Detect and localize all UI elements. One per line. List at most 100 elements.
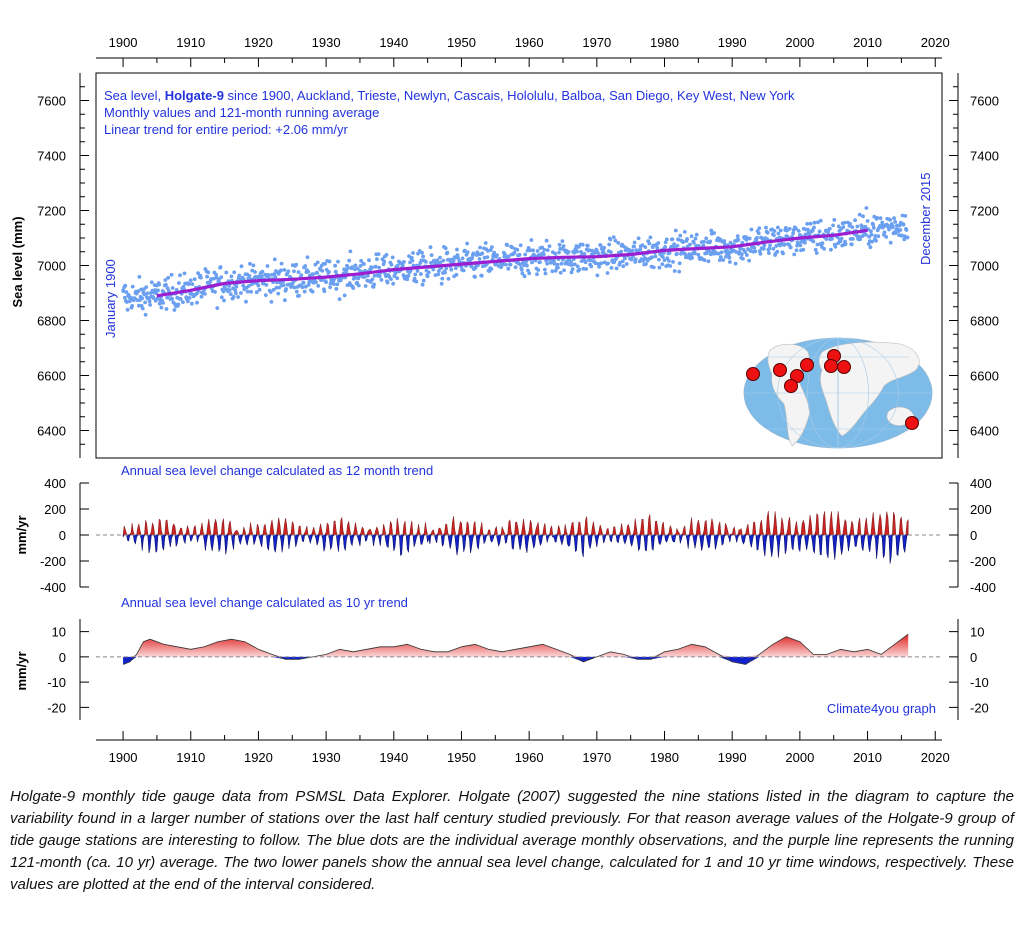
- monthly-dot: [525, 263, 529, 268]
- monthly-dot: [232, 270, 237, 275]
- monthly-dot: [236, 295, 241, 299]
- monthly-dot: [247, 274, 252, 278]
- y-tick-label: -400: [40, 580, 66, 595]
- monthly-dot: [489, 267, 494, 271]
- monthly-dot: [677, 269, 682, 274]
- y-tick-label: 10: [970, 625, 984, 640]
- monthly-dot: [156, 288, 160, 293]
- y-tick-label: 0: [970, 650, 977, 665]
- monthly-dot: [902, 237, 907, 242]
- monthly-dot: [540, 245, 544, 250]
- monthly-dot: [619, 249, 623, 254]
- monthly-dot: [638, 247, 643, 252]
- monthly-dot: [683, 252, 688, 257]
- y-tick-label: 0: [59, 528, 66, 543]
- monthly-dot: [178, 273, 182, 278]
- monthly-dot: [203, 292, 207, 296]
- x-tick-label: 1960: [515, 750, 544, 765]
- monthly-dot: [358, 264, 363, 268]
- monthly-dot: [675, 252, 679, 256]
- y-tick-label: 7200: [37, 204, 66, 219]
- monthly-dot: [337, 297, 342, 301]
- monthly-dot: [801, 247, 806, 252]
- x-tick-label: 1900: [109, 750, 138, 765]
- monthly-dot: [629, 257, 634, 262]
- monthly-dot: [438, 255, 442, 260]
- monthly-dot: [350, 265, 354, 270]
- panel2-title: Annual sea level change calculated as 12…: [121, 463, 433, 478]
- monthly-dot: [580, 242, 585, 247]
- monthly-dot: [900, 213, 905, 218]
- monthly-dot: [219, 275, 224, 280]
- monthly-dot: [279, 268, 283, 273]
- monthly-dot: [416, 251, 420, 256]
- x-tick-label: 1970: [582, 750, 611, 765]
- monthly-dot: [365, 273, 370, 278]
- monthly-dot: [857, 212, 862, 217]
- monthly-dot: [453, 255, 458, 260]
- monthly-dot: [693, 251, 697, 256]
- monthly-dot: [643, 245, 648, 250]
- monthly-dot: [421, 254, 425, 259]
- monthly-dot: [767, 251, 771, 256]
- monthly-dot: [878, 216, 883, 221]
- monthly-dot: [822, 246, 826, 251]
- monthly-dot: [125, 307, 130, 312]
- monthly-dot: [613, 238, 618, 243]
- monthly-dot: [348, 249, 353, 254]
- monthly-dot: [721, 258, 726, 262]
- end-date-label: December 2015: [918, 173, 933, 266]
- monthly-dot: [805, 222, 810, 226]
- monthly-dot: [583, 260, 588, 265]
- monthly-dot: [279, 261, 284, 266]
- monthly-dot: [469, 264, 474, 269]
- monthly-dot: [151, 296, 156, 300]
- panel3-title: Annual sea level change calculated as 10…: [121, 595, 408, 610]
- monthly-dot: [277, 285, 282, 290]
- monthly-dot: [244, 299, 248, 304]
- monthly-dot: [355, 280, 359, 285]
- axes-layer: 1900 1900 1910 1910 1920 1920 1930 1930 1940 1940…: [37, 35, 999, 765]
- monthly-dot: [739, 252, 744, 257]
- x-tick-label: 2000: [785, 750, 814, 765]
- monthly-dot: [719, 250, 724, 255]
- monthly-dot: [618, 260, 622, 265]
- monthly-dot: [745, 253, 749, 257]
- monthly-dot: [149, 280, 154, 285]
- monthly-dot: [400, 263, 405, 268]
- monthly-dot: [170, 286, 175, 290]
- monthly-dot: [660, 262, 665, 267]
- monthly-dot: [575, 249, 579, 254]
- monthly-dot: [143, 312, 148, 317]
- chart-title: Sea level, Holgate-9 since 1900, Aucklan…: [104, 88, 795, 103]
- monthly-dot: [724, 254, 728, 259]
- monthly-dot: [311, 272, 315, 276]
- monthly-dot: [363, 284, 368, 288]
- monthly-dot: [562, 268, 566, 273]
- monthly-dot: [377, 265, 381, 270]
- monthly-dot: [170, 296, 175, 301]
- y-axis-label-panel2: mm/yr: [14, 515, 29, 554]
- monthly-dot: [153, 288, 158, 292]
- monthly-dot: [506, 266, 511, 271]
- monthly-dot: [598, 243, 603, 248]
- y-tick-label: -10: [970, 675, 989, 690]
- monthly-dot: [199, 294, 204, 299]
- monthly-dot: [465, 241, 469, 246]
- monthly-dot: [898, 228, 903, 232]
- monthly-dot: [595, 273, 600, 278]
- x-tick-label: 1990: [718, 750, 747, 765]
- monthly-dot: [538, 260, 542, 264]
- monthly-dot: [871, 222, 876, 227]
- station-marker-balboa: [784, 379, 798, 393]
- monthly-dot: [905, 235, 910, 240]
- monthly-dot: [336, 259, 340, 264]
- monthly-dot: [272, 257, 277, 262]
- figure-caption: Holgate-9 monthly tide gauge data from P…: [10, 788, 1014, 893]
- monthly-dot: [250, 268, 255, 273]
- monthly-dot: [373, 264, 378, 269]
- monthly-dot: [853, 218, 857, 223]
- monthly-dot: [234, 284, 239, 289]
- monthly-dot: [163, 278, 168, 282]
- monthly-dot: [187, 281, 192, 286]
